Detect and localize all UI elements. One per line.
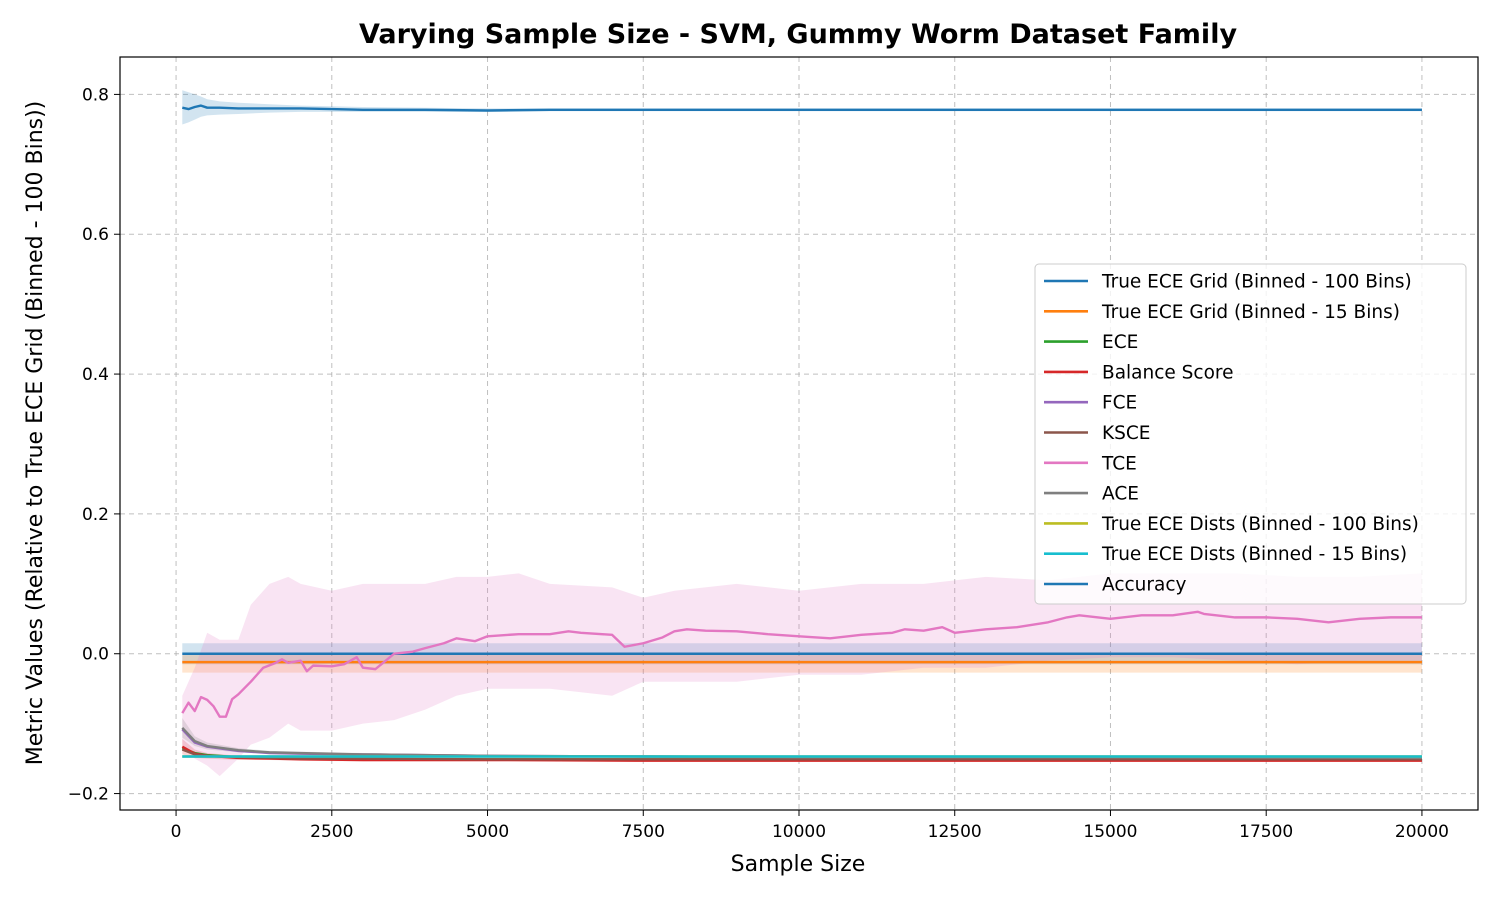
x-axis-label: Sample Size <box>731 852 866 877</box>
y-tick-label: 0.4 <box>82 365 109 385</box>
x-tick-label: 2500 <box>310 822 353 842</box>
legend-entry-label: Balance Score <box>1102 362 1233 383</box>
legend-entry-label: FCE <box>1102 393 1137 414</box>
true-ece-grid-binned-15-bins-band <box>182 655 1422 673</box>
legend-entry-label: ACE <box>1102 484 1139 505</box>
ace-line <box>181 727 1422 760</box>
y-axis-label: Metric Values (Relative to True ECE Grid… <box>23 101 48 766</box>
y-tick-label: 0.8 <box>82 85 109 105</box>
ace-band <box>182 718 1422 759</box>
y-tick-label: 0.0 <box>82 645 109 665</box>
tce-band <box>182 573 1422 777</box>
x-tick-label: 5000 <box>466 822 509 842</box>
x-tick-label: 15000 <box>1083 822 1137 842</box>
accuracy-band <box>182 90 1422 125</box>
accuracy-line <box>182 104 1422 112</box>
x-tick-label: 7500 <box>622 822 665 842</box>
series-lines <box>181 104 1422 762</box>
y-tick-label: 0.6 <box>82 225 109 245</box>
x-tick-label: 20000 <box>1395 822 1449 842</box>
legend-entry-label: KSCE <box>1102 423 1150 444</box>
x-tick-label: 17500 <box>1239 822 1293 842</box>
x-axis-ticks: 0 2500 5000 7500 10000 12500 15000 17500 20000 <box>171 810 1449 842</box>
legend-entry-label: True ECE Grid (Binned - 15 Bins) <box>1101 302 1400 323</box>
legend-entry-label: TCE <box>1101 453 1137 474</box>
x-tick-label: 0 <box>171 822 182 842</box>
legend-box <box>1034 263 1467 605</box>
y-axis-ticks: −0.2 0.0 0.2 0.4 0.6 0.8 <box>68 85 120 805</box>
x-tick-label: 10000 <box>772 822 826 842</box>
legend-entry-label: Accuracy <box>1102 575 1187 596</box>
legend: True ECE Grid (Binned - 100 Bins) True EC… <box>1034 263 1467 605</box>
y-tick-label: −0.2 <box>68 785 109 805</box>
legend-entry-label: ECE <box>1102 332 1138 353</box>
legend-entry-label: True ECE Dists (Binned - 15 Bins) <box>1101 544 1407 565</box>
chart-title: Varying Sample Size - SVM, Gummy Worm Da… <box>359 19 1237 50</box>
tce-line <box>181 610 1422 718</box>
x-tick-label: 12500 <box>928 822 982 842</box>
y-tick-label: 0.2 <box>82 505 109 525</box>
legend-entry-label: True ECE Dists (Binned - 100 Bins) <box>1101 514 1419 535</box>
legend-entry-label: True ECE Grid (Binned - 100 Bins) <box>1101 272 1412 293</box>
